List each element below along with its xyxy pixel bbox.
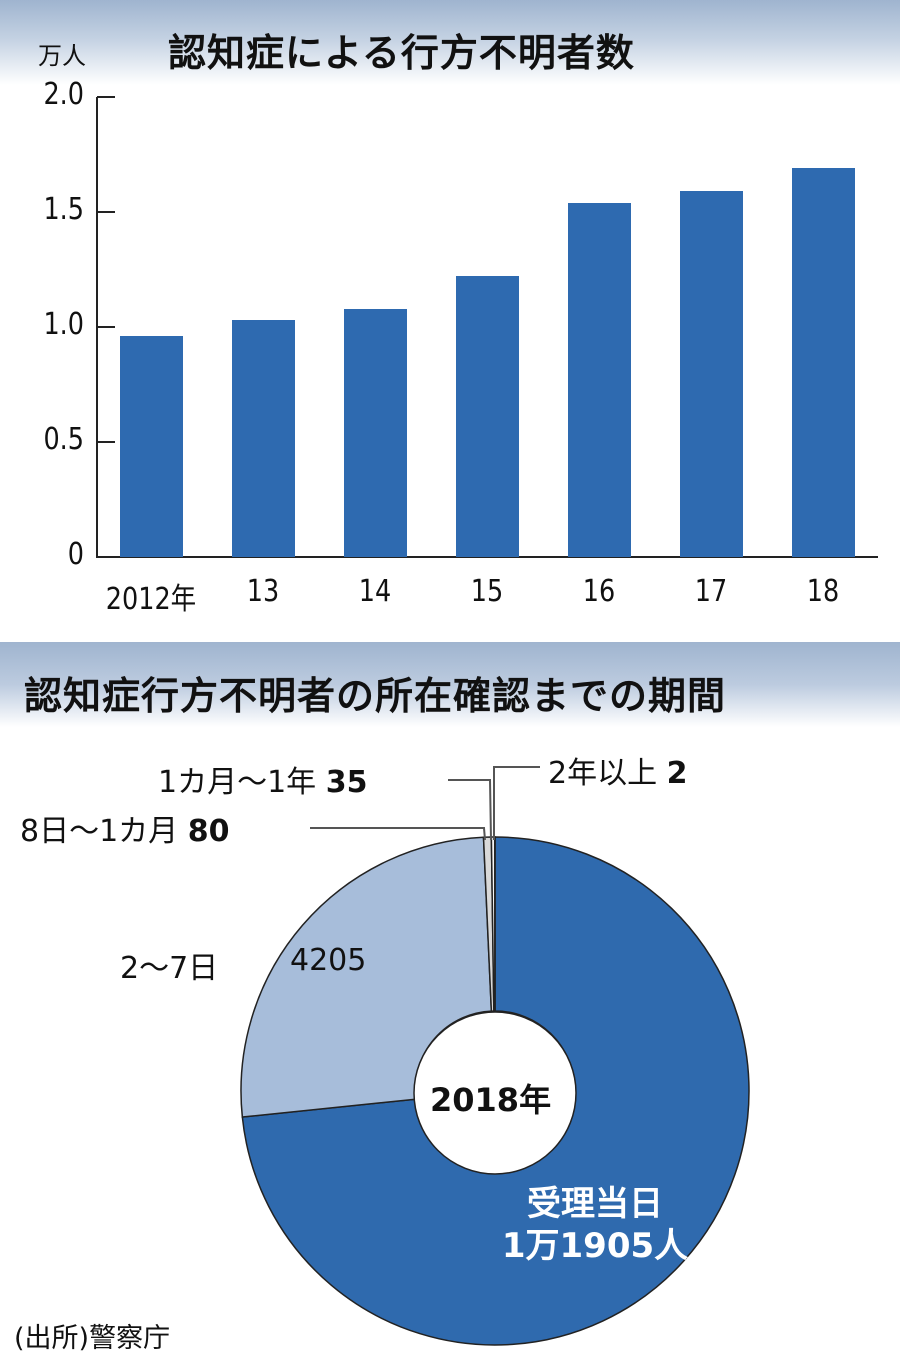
donut-hole (413, 1011, 577, 1175)
bar-chart-header-band (0, 0, 900, 85)
y-tick-label: 2.0 (43, 77, 84, 112)
x-tick-label: 16 (582, 574, 616, 609)
leader-line-8d-1m (310, 827, 486, 841)
label-over-2y: 2年以上 2 (548, 748, 688, 792)
x-tick-label: 13 (246, 574, 280, 609)
label-8d-1m: 8日～1カ月 80 (20, 806, 229, 850)
label-8d-1m-value: 80 (187, 814, 230, 849)
bar-16 (568, 202, 631, 557)
label-same-day-value: 1万1905人 (501, 1226, 689, 1266)
bar-13 (232, 320, 295, 557)
y-tick-mark (97, 326, 115, 328)
leader-line-1m-1y (448, 779, 492, 841)
y-tick-label: 0 (67, 537, 84, 572)
y-axis-unit: 万人 (38, 42, 86, 70)
bar-17 (680, 191, 743, 557)
x-tick-label: 2012年 (105, 582, 197, 617)
y-tick-label: 1.0 (43, 307, 84, 342)
bar-2012年 (120, 336, 183, 557)
label-2-7d-name: 2～7日 (120, 951, 219, 986)
bar-chart-title: 認知症による行方不明者数 (168, 31, 635, 75)
y-tick-mark (97, 441, 115, 443)
label-2-7d-value: 4205 (290, 943, 367, 978)
bar-14 (344, 308, 407, 557)
x-tick-label: 17 (694, 574, 728, 609)
leader-line-over-2y (493, 766, 540, 840)
donut-chart-header-band (0, 642, 900, 727)
label-8d-1m-name: 8日～1カ月 (20, 814, 179, 849)
label-1m-1y: 1カ月～1年 35 (158, 757, 367, 801)
x-tick-label: 14 (358, 574, 392, 609)
y-tick-mark (97, 211, 115, 213)
x-axis-line (96, 556, 878, 558)
donut-center-label: 2018年 (430, 1081, 552, 1119)
y-tick-label: 0.5 (43, 422, 84, 457)
label-1m-1y-name: 1カ月～1年 (158, 765, 317, 800)
source-note: (出所)警察庁 (14, 1323, 171, 1354)
label-same-day: 受理当日 1万1905人 (480, 1183, 710, 1267)
x-tick-label: 15 (470, 574, 504, 609)
label-same-day-name: 受理当日 (527, 1184, 663, 1224)
bar-15 (456, 276, 519, 557)
label-over-2y-value: 2 (666, 756, 688, 791)
y-tick-label: 1.5 (43, 192, 84, 227)
x-tick-label: 18 (806, 574, 840, 609)
donut-chart-title: 認知症行方不明者の所在確認までの期間 (24, 674, 727, 718)
bar-18 (792, 168, 855, 557)
y-tick-mark (97, 96, 115, 98)
label-1m-1y-value: 35 (325, 765, 368, 800)
label-over-2y-name: 2年以上 (548, 756, 658, 791)
